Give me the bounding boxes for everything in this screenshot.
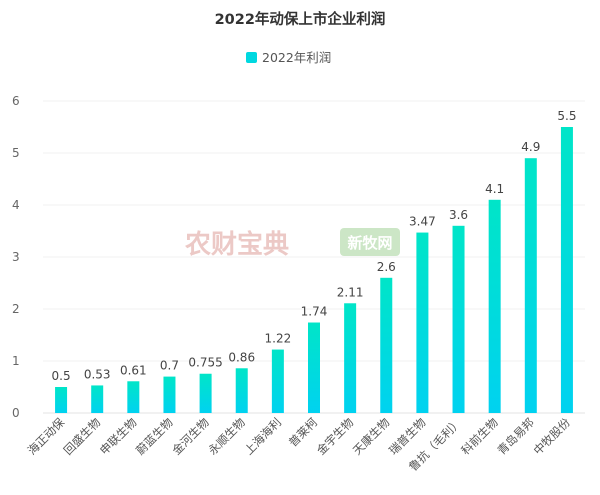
x-tick-label: 海正动保 [25,415,68,458]
watermark-xinmu: 新牧网 [347,234,392,252]
x-tick-label: 上海海利 [242,415,284,457]
y-tick-label: 5 [12,146,20,160]
data-label: 3.47 [409,215,436,229]
bar[interactable] [91,385,104,413]
legend-label: 2022年利润 [262,50,331,65]
bar[interactable] [452,225,465,413]
y-tick-label: 3 [12,250,20,264]
bar[interactable] [163,376,176,413]
y-tick-label: 6 [12,94,20,108]
data-label: 1.74 [301,305,328,319]
x-tick-label: 天康生物 [350,415,392,457]
legend-swatch [246,52,257,63]
bar[interactable] [127,381,140,413]
data-label: 0.86 [228,350,255,364]
bar[interactable] [199,373,212,413]
data-label: 3.6 [449,208,468,222]
watermark: 农财宝典 新牧网 [184,228,400,260]
y-tick-label: 4 [12,198,20,212]
x-tick-label: 蔚蓝生物 [133,415,175,457]
data-label: 0.5 [52,369,71,383]
y-tick-label: 2 [12,302,20,316]
data-label: 0.755 [188,356,222,370]
bar[interactable] [416,232,429,413]
data-label: 5.5 [557,109,576,123]
data-label: 0.61 [120,363,147,377]
bar[interactable] [344,303,357,413]
x-tick-label: 普莱柯 [286,415,321,450]
x-tick-label: 金河生物 [169,415,211,457]
bar[interactable] [524,158,537,413]
x-tick-label: 青岛易邦 [494,415,536,457]
y-tick-label: 0 [12,406,20,420]
data-label: 1.22 [265,332,292,346]
bar[interactable] [380,277,393,413]
bar[interactable] [235,368,248,413]
x-tick-label: 回盛生物 [61,415,103,457]
data-label: 4.1 [485,182,504,196]
watermark-nongcai: 农财宝典 [184,229,289,260]
bar[interactable] [560,127,573,413]
x-tick-label: 金宇生物 [314,415,356,457]
data-label: 2.6 [377,260,396,274]
legend[interactable]: 2022年利润 [246,50,331,65]
data-label: 0.7 [160,359,179,373]
x-tick-label: 科前生物 [458,415,500,457]
bar[interactable] [55,387,68,413]
data-label: 4.9 [521,140,540,154]
data-label: 2.11 [337,285,364,299]
watermark-xinmu-badge [340,228,400,256]
bar[interactable] [488,199,501,413]
x-tick-label: 申联生物 [97,415,139,457]
x-tick-label: 中牧股份 [531,415,574,458]
chart-title: 2022年动保上市企业利润 [215,10,386,28]
bar[interactable] [271,349,284,413]
y-tick-label: 1 [12,354,20,368]
data-label: 0.53 [84,367,111,381]
bar[interactable] [308,322,320,413]
x-tick-label: 永顺生物 [205,415,247,457]
